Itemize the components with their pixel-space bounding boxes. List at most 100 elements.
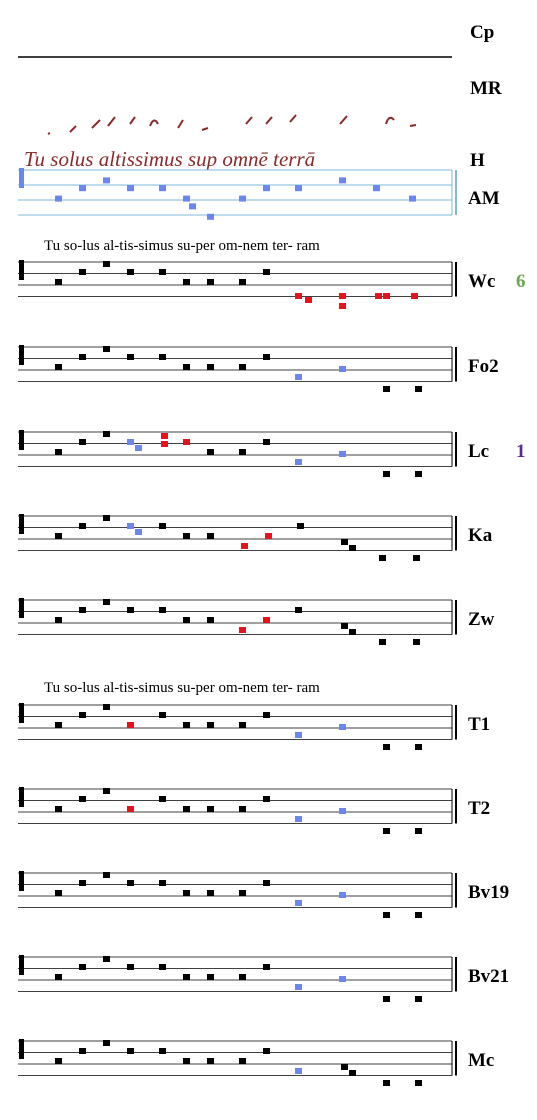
neume (263, 880, 270, 886)
neume (339, 724, 346, 730)
neume (295, 185, 302, 192)
neume (265, 533, 272, 539)
neume (103, 872, 110, 878)
clef (19, 787, 24, 807)
neume (207, 449, 214, 455)
neume (55, 617, 62, 623)
neume (79, 964, 86, 970)
neume (415, 1080, 422, 1086)
neume (183, 806, 190, 812)
neume (295, 900, 302, 906)
neume (239, 279, 246, 285)
neume (207, 617, 214, 623)
neume (79, 523, 86, 529)
neume (127, 439, 134, 445)
neume (263, 185, 270, 192)
neume (263, 617, 270, 623)
neume (103, 1040, 110, 1046)
clef (19, 1039, 24, 1059)
neume (159, 185, 166, 192)
neume (207, 213, 214, 220)
neume (79, 796, 86, 802)
variant-count: 6 (516, 271, 526, 292)
neume (207, 279, 214, 285)
neume (239, 806, 246, 812)
neume (55, 722, 62, 728)
neume (103, 599, 110, 605)
neume (339, 366, 346, 372)
neume (127, 269, 134, 275)
neume (207, 974, 214, 980)
neume (415, 471, 422, 477)
neume (295, 293, 302, 299)
clef (19, 345, 24, 365)
neume (189, 203, 196, 210)
neume (183, 439, 190, 445)
neume (127, 964, 134, 970)
neume (383, 996, 390, 1002)
lyrics: Tu so-lus al-tis-simus su-per om-nem ter… (44, 238, 320, 254)
neume (55, 279, 62, 285)
neume (295, 984, 302, 990)
clef (19, 430, 24, 450)
staff-label: T2 (468, 798, 490, 819)
staff-label: Zw (468, 609, 495, 630)
neume (127, 354, 134, 360)
neume (183, 195, 190, 202)
lyrics: Tu so-lus al-tis-simus su-per om-nem ter… (44, 680, 320, 696)
neume (295, 816, 302, 822)
neume (411, 293, 418, 299)
neume (263, 439, 270, 445)
neume (383, 471, 390, 477)
staff-label: T1 (468, 714, 490, 735)
neume (79, 185, 86, 192)
neume (207, 1058, 214, 1064)
neume (305, 297, 312, 303)
neume (55, 364, 62, 370)
staff-label: Wc (468, 271, 495, 292)
neume (183, 890, 190, 896)
clef (19, 871, 24, 891)
neume (413, 555, 420, 561)
neume (383, 1080, 390, 1086)
neume (341, 1064, 348, 1070)
staff-label: Ka (468, 525, 493, 546)
neume (241, 543, 248, 549)
manuscript-neumes (47, 114, 417, 135)
neume (339, 177, 346, 184)
neume (135, 529, 142, 535)
neume (239, 364, 246, 370)
neume (103, 788, 110, 794)
neume (415, 996, 422, 1002)
neume (55, 195, 62, 202)
neume (239, 195, 246, 202)
neume (159, 523, 166, 529)
clef (19, 955, 24, 975)
neume (127, 722, 134, 728)
clef (19, 168, 24, 188)
staff-label: Bv19 (468, 882, 509, 903)
neume (349, 1070, 356, 1076)
neume (103, 177, 110, 184)
neume (339, 976, 346, 982)
neume (183, 974, 190, 980)
neume (103, 261, 110, 267)
neume (379, 555, 386, 561)
clef (19, 260, 24, 280)
neume (297, 523, 304, 529)
neume (161, 433, 168, 439)
neume (295, 1068, 302, 1074)
neume (79, 607, 86, 613)
neume (79, 712, 86, 718)
neume (415, 386, 422, 392)
neume (409, 195, 416, 202)
neume (183, 617, 190, 623)
neume (207, 806, 214, 812)
second-label: MR (470, 78, 502, 99)
neume (159, 796, 166, 802)
neume (263, 354, 270, 360)
neume (103, 346, 110, 352)
neume (55, 806, 62, 812)
neume (79, 880, 86, 886)
neume (379, 639, 386, 645)
